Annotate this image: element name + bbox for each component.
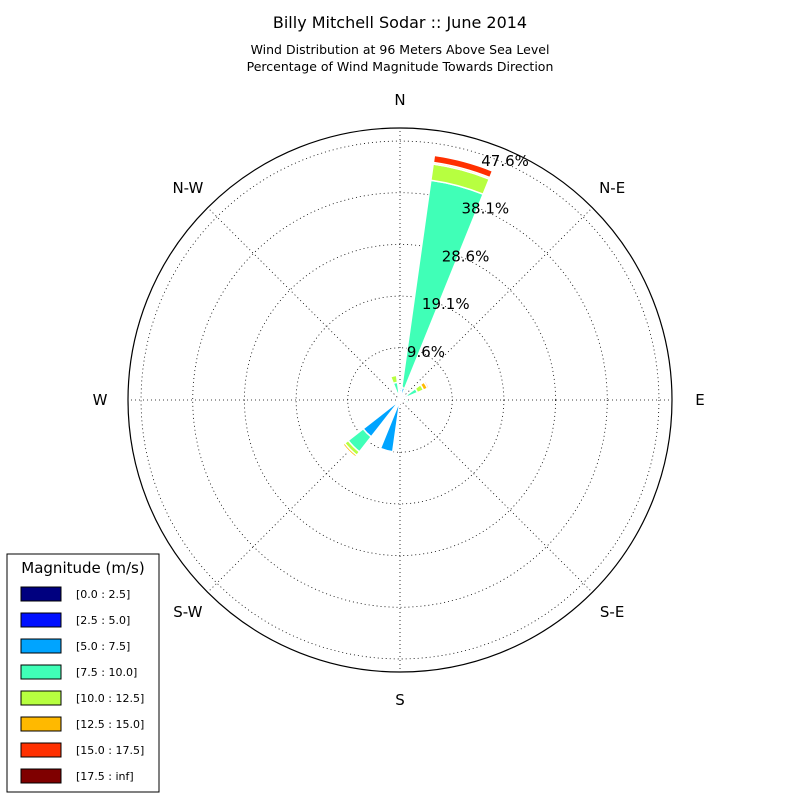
outer-circle <box>127 127 673 673</box>
grid-spoke-s-e <box>399 399 593 593</box>
chart-subtitle-line-1: Wind Distribution at 96 Meters Above Sea… <box>251 42 550 57</box>
legend-label-4: [10.0 : 12.5] <box>76 692 144 705</box>
legend-label-7: [17.5 : inf] <box>76 770 134 783</box>
grid-spoke-n-w <box>207 207 401 401</box>
legend-swatch-6 <box>20 742 62 758</box>
grid-ring-3 <box>192 192 608 608</box>
sector-0-bin-6 <box>432 154 494 179</box>
grid-spoke-n-e <box>399 207 593 401</box>
legend-label-1: [2.5 : 5.0] <box>76 614 130 627</box>
legend-title: Magnitude (m/s) <box>21 559 144 577</box>
sector-8-bin-5 <box>404 385 410 391</box>
legend-label-5: [12.5 : 15.0] <box>76 718 144 731</box>
ring-label-4: 47.6% <box>481 152 529 170</box>
sector-7-bin-2 <box>399 388 403 397</box>
ring-label-3: 38.1% <box>461 200 509 218</box>
direction-label-n-w: N-W <box>172 179 203 197</box>
direction-label-n-e: N-E <box>599 179 625 197</box>
direction-label-e: E <box>695 391 704 409</box>
sector-5-bin-3 <box>392 381 400 395</box>
chart-title: Billy Mitchell Sodar :: June 2014 <box>273 13 527 32</box>
direction-label-n: N <box>394 91 405 109</box>
ring-label-0: 9.6% <box>407 343 445 361</box>
legend-label-6: [15.0 : 17.5] <box>76 744 144 757</box>
sector-7-bin-3 <box>399 386 404 391</box>
ring-label-1: 19.1% <box>422 295 470 313</box>
direction-label-s: S <box>395 691 405 709</box>
legend-label-3: [7.5 : 10.0] <box>76 666 137 679</box>
legend-swatch-7 <box>20 768 62 784</box>
legend: Magnitude (m/s) [0.0 : 2.5] [2.5 : 5.0] [5… <box>6 553 160 793</box>
grid-spoke-s-w <box>207 399 401 593</box>
legend-swatch-1 <box>20 612 62 628</box>
grid-ring-1 <box>295 295 505 505</box>
ring-label-2: 28.6% <box>442 247 490 265</box>
sector-4-bin-5 <box>341 442 358 459</box>
legend-swatch-2 <box>20 638 62 654</box>
legend-swatch-4 <box>20 690 62 706</box>
direction-label-w: W <box>93 391 108 409</box>
legend-swatch-0 <box>20 586 62 602</box>
legend-label-0: [0.0 : 2.5] <box>76 588 130 601</box>
polar-grid <box>128 128 672 672</box>
sector-bars <box>341 154 494 459</box>
sector-3-bin-2 <box>379 404 401 453</box>
ring-labels: 9.6% 19.1% 28.6% 38.1% 47.6% <box>407 152 529 361</box>
sector-2-bin-4 <box>407 400 411 405</box>
legend-swatch-3 <box>20 664 62 680</box>
direction-label-s-e: S-E <box>600 603 624 621</box>
grid-ring-2 <box>244 244 556 556</box>
legend-swatch-5 <box>20 716 62 732</box>
grid-ring-4 <box>140 140 660 660</box>
sector-1-bin-6 <box>422 379 431 390</box>
direction-labels: N N-E E S-E S S-W W N-W <box>93 91 705 709</box>
sector-5-bin-4 <box>389 374 399 385</box>
legend-label-2: [5.0 : 7.5] <box>76 640 130 653</box>
direction-label-s-w: S-W <box>173 603 202 621</box>
chart-subtitle-line-2: Percentage of Wind Magnitude Towards Dir… <box>247 59 554 74</box>
